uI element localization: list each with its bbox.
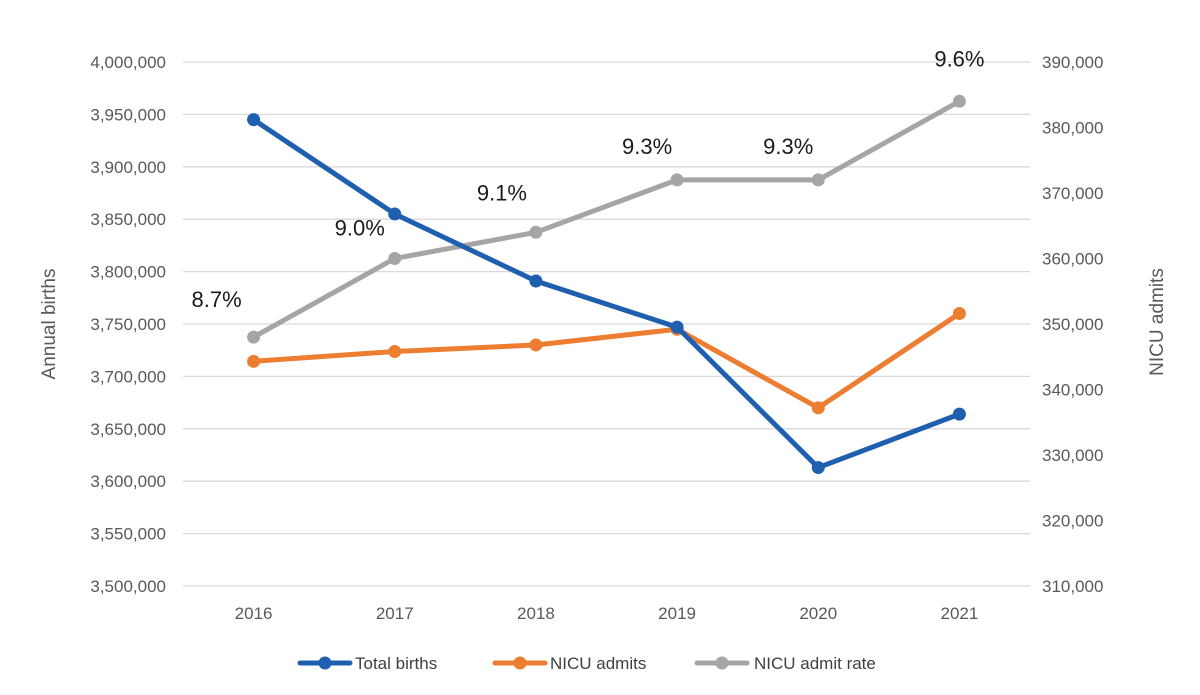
legend-swatch-marker xyxy=(513,656,527,670)
legend-label: NICU admit rate xyxy=(754,654,876,673)
data-label-nicu-admit-rate: 9.0% xyxy=(335,216,385,241)
series-layer: 8.7% 9.0% 9.1% 9.3% 9.3% 9.6% xyxy=(192,46,984,475)
legend-swatch-marker xyxy=(715,656,729,670)
left-tick-label: 3,800,000 xyxy=(90,263,166,282)
left-tick-label: 3,700,000 xyxy=(90,367,166,386)
series-line-nicu-admit-rate xyxy=(251,98,962,340)
data-point-total-births xyxy=(811,461,825,475)
gridlines xyxy=(183,61,1030,587)
right-tick-label: 370,000 xyxy=(1042,184,1103,203)
data-point-nicu-admit-rate xyxy=(670,173,684,187)
series-total-births xyxy=(247,113,966,475)
right-tick-label: 360,000 xyxy=(1042,250,1103,269)
series-line-nicu-admits xyxy=(251,311,962,411)
data-label-nicu-admit-rate: 9.3% xyxy=(622,134,672,159)
x-tick-label: 2019 xyxy=(658,604,696,623)
data-point-nicu-admits xyxy=(529,338,543,352)
right-tick-label: 350,000 xyxy=(1042,315,1103,334)
data-point-nicu-admits xyxy=(952,307,966,321)
left-tick-label: 3,850,000 xyxy=(90,210,166,229)
data-point-nicu-admit-rate xyxy=(529,225,543,239)
left-tick-label: 4,000,000 xyxy=(90,53,166,72)
data-label-nicu-admit-rate: 9.6% xyxy=(934,46,984,71)
left-tick-label: 3,950,000 xyxy=(90,105,166,124)
right-tick-label: 380,000 xyxy=(1042,119,1103,138)
right-tick-label: 390,000 xyxy=(1042,53,1103,72)
right-tick-label: 310,000 xyxy=(1042,577,1103,596)
x-tick-label: 2016 xyxy=(235,604,273,623)
left-tick-label: 3,650,000 xyxy=(90,420,166,439)
left-axis-title: Annual births xyxy=(39,269,60,380)
left-tick-label: 3,900,000 xyxy=(90,158,166,177)
left-axis-ticks: 3,500,000 3,550,000 3,600,000 3,650,000 3,70… xyxy=(90,53,166,596)
right-tick-label: 320,000 xyxy=(1042,512,1103,531)
data-point-total-births xyxy=(247,113,261,127)
data-point-total-births xyxy=(388,207,402,221)
series-nicu-admit-rate: 8.7% 9.0% 9.1% 9.3% 9.3% 9.6% xyxy=(192,46,984,344)
right-tick-label: 340,000 xyxy=(1042,381,1103,400)
series-nicu-admits xyxy=(247,307,966,415)
legend: Total births NICU admits NICU admit rate xyxy=(297,654,876,673)
legend-item-nicu-admits: NICU admits xyxy=(492,654,646,673)
left-tick-label: 3,750,000 xyxy=(90,315,166,334)
data-point-total-births xyxy=(529,274,543,288)
left-tick-label: 3,600,000 xyxy=(90,472,166,491)
series-line-total-births xyxy=(251,117,962,471)
x-tick-label: 2018 xyxy=(517,604,555,623)
data-point-nicu-admit-rate xyxy=(811,173,825,187)
left-tick-label: 3,550,000 xyxy=(90,525,166,544)
x-tick-label: 2017 xyxy=(376,604,414,623)
legend-label: NICU admits xyxy=(550,654,646,673)
left-tick-label: 3,500,000 xyxy=(90,577,166,596)
right-tick-label: 330,000 xyxy=(1042,446,1103,465)
data-point-nicu-admits xyxy=(811,401,825,415)
data-point-nicu-admits xyxy=(247,354,261,368)
x-tick-label: 2021 xyxy=(941,604,979,623)
data-point-nicu-admits xyxy=(388,345,402,359)
data-label-nicu-admit-rate: 9.1% xyxy=(477,180,527,205)
legend-label: Total births xyxy=(355,654,437,673)
data-point-nicu-admit-rate xyxy=(952,94,966,108)
data-point-total-births xyxy=(952,407,966,421)
right-axis-ticks: 310,000 320,000 330,000 340,000 350,000 360,0… xyxy=(1042,53,1103,596)
legend-swatch-marker xyxy=(318,656,332,670)
data-label-nicu-admit-rate: 9.3% xyxy=(763,134,813,159)
x-axis-ticks: 2016 2017 2018 2019 2020 2021 xyxy=(235,604,979,623)
data-label-nicu-admit-rate: 8.7% xyxy=(192,287,242,312)
legend-item-nicu-admit-rate: NICU admit rate xyxy=(694,654,876,673)
data-point-nicu-admit-rate xyxy=(247,330,261,344)
legend-item-total-births: Total births xyxy=(297,654,437,673)
x-tick-label: 2020 xyxy=(799,604,837,623)
data-point-nicu-admit-rate xyxy=(388,252,402,265)
right-axis-title: NICU admits xyxy=(1147,268,1168,376)
data-point-total-births xyxy=(670,320,684,334)
